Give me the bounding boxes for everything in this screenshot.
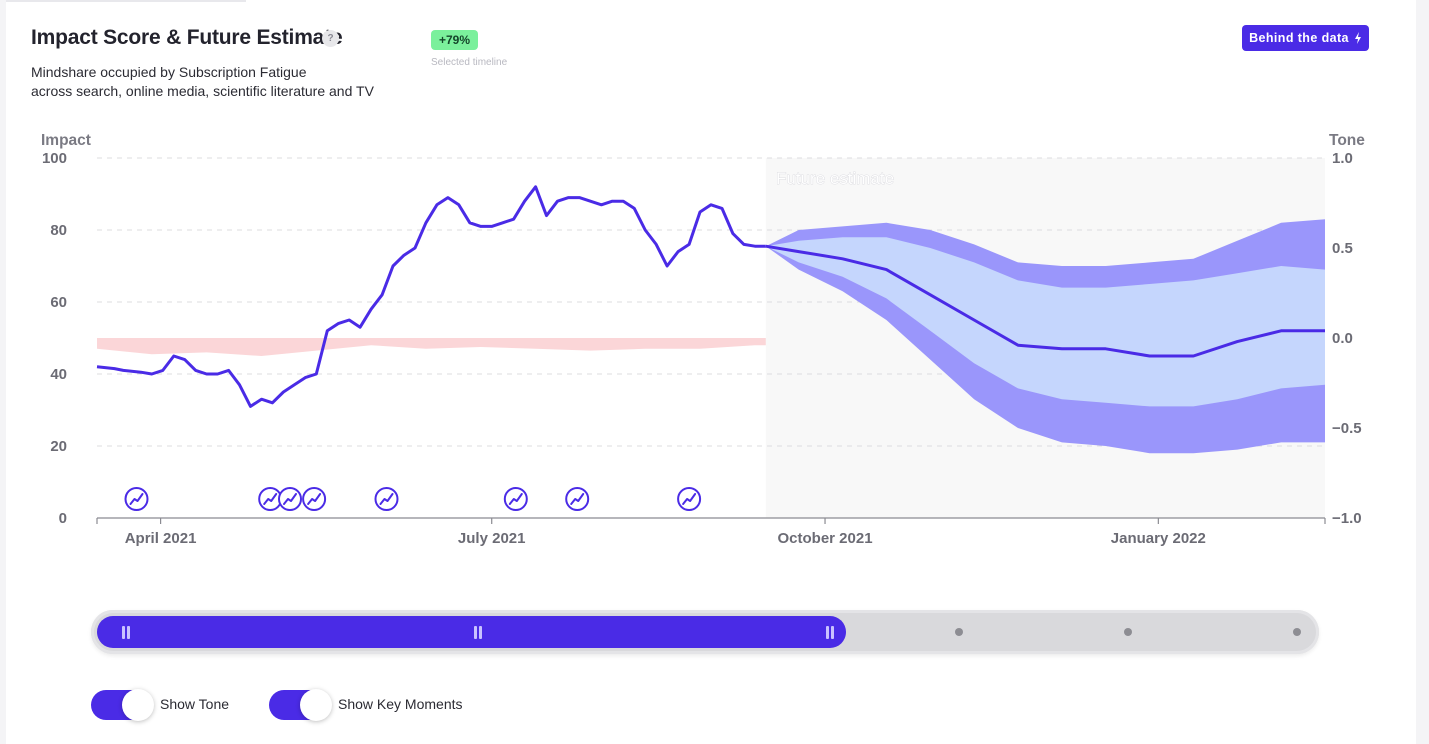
y-axis-title: Impact	[41, 132, 91, 149]
lightning-icon	[1354, 32, 1361, 44]
y-tick-label: 20	[50, 438, 67, 455]
y-tick-label: 0	[59, 510, 67, 527]
key-moment-circle	[677, 487, 702, 511]
key-moment-circle	[278, 487, 302, 511]
trend-up-icon	[307, 493, 322, 505]
key-moment-icon[interactable]	[258, 487, 283, 511]
y2-axis-title: Tone	[1329, 132, 1365, 149]
trend-up-icon	[129, 493, 144, 505]
key-moment-circle	[503, 487, 528, 511]
chart-title: Impact Score & Future Estimate	[31, 26, 343, 49]
range-end-handle[interactable]	[825, 626, 835, 639]
impact-line	[96, 185, 766, 408]
show-tone-label: Show Tone	[160, 696, 230, 712]
range-middle-handle[interactable]	[473, 626, 483, 639]
trend-up-icon	[283, 493, 297, 505]
tone-band	[97, 338, 766, 356]
top-divider	[6, 0, 246, 2]
trend-up-icon	[263, 493, 278, 505]
y-tick-label: 60	[50, 294, 67, 311]
key-moment-icon[interactable]	[124, 487, 149, 511]
y2-tick-label: 1.0	[1332, 150, 1353, 167]
timeline-range-selection[interactable]	[97, 616, 846, 648]
y2-tick-label: 0.5	[1332, 240, 1353, 257]
subtitle-line-1: Mindshare occupied by Subscription Fatig…	[31, 64, 307, 80]
toggle-knob	[122, 689, 154, 721]
timeline-dot[interactable]	[955, 628, 963, 636]
trend-up-icon	[508, 493, 523, 505]
show-key-moments-label: Show Key Moments	[338, 696, 463, 712]
change-badge: +79%	[431, 30, 479, 50]
range-start-handle[interactable]	[121, 626, 131, 639]
key-moment-circle	[565, 487, 590, 511]
y2-tick-label: 0.0	[1332, 330, 1353, 347]
behind-the-data-button[interactable]: Behind the data	[1242, 25, 1369, 51]
behind-the-data-label: Behind the data	[1249, 31, 1349, 45]
x-tick-label: April 2021	[125, 530, 197, 547]
y-tick-label: 80	[50, 222, 67, 239]
y-tick-label: 40	[50, 366, 67, 383]
key-moment-icon[interactable]	[302, 487, 327, 511]
show-key-moments-toggle[interactable]	[269, 689, 332, 721]
trend-up-icon	[570, 493, 585, 505]
trend-up-icon	[682, 493, 697, 505]
key-moment-icon[interactable]	[565, 487, 590, 511]
impact-chart: 0 20 40 60 80 100 −1.0 −0.5 0.0 0.5 1.0 April 2021 J…	[41, 132, 1365, 547]
x-tick-label: October 2021	[778, 530, 873, 547]
chart-subtitle: Mindshare occupied by Subscription Fatig…	[31, 63, 374, 100]
key-moment-icon[interactable]	[677, 487, 702, 511]
show-tone-toggle[interactable]	[91, 689, 154, 721]
key-moment-circle	[258, 487, 283, 511]
key-moment-circle	[124, 487, 149, 511]
future-estimate-label: Future estimate	[776, 169, 894, 188]
y-tick-label: 100	[42, 150, 67, 167]
y2-tick-label: −1.0	[1332, 510, 1362, 527]
toggle-knob	[300, 689, 332, 721]
trend-up-icon	[379, 493, 394, 505]
timeline-dot[interactable]	[1293, 628, 1301, 636]
key-moment-icon[interactable]	[278, 487, 302, 511]
key-moment-circle	[374, 487, 399, 511]
change-caption: Selected timeline	[431, 57, 508, 68]
key-moment-icon[interactable]	[374, 487, 399, 511]
key-moment-icon[interactable]	[503, 487, 528, 511]
x-tick-label: January 2022	[1111, 530, 1206, 547]
key-moment-circle	[302, 487, 327, 511]
help-icon[interactable]: ?	[322, 30, 339, 47]
subtitle-line-2: across search, online media, scientific …	[31, 82, 374, 99]
y2-tick-label: −0.5	[1332, 420, 1362, 437]
x-tick-label: July 2021	[458, 530, 526, 547]
forecast-median-line	[765, 244, 1325, 358]
timeline-dot[interactable]	[1124, 628, 1132, 636]
